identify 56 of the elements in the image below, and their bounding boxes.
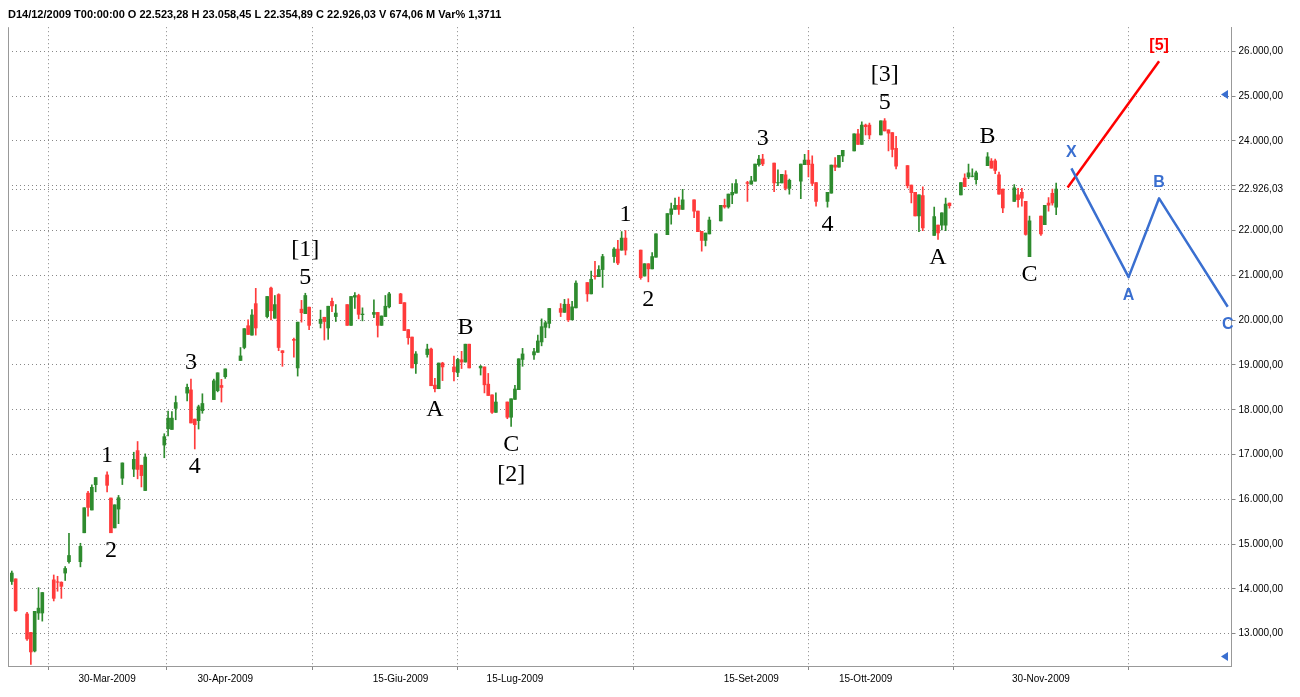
- y-tick-label: 22.000,00: [1238, 224, 1284, 236]
- annotation: 5: [299, 262, 312, 289]
- y-tick-label: 22.926,03: [1238, 182, 1284, 194]
- candlestick: [833, 157, 837, 171]
- annotation: A: [929, 242, 948, 269]
- y-tick-label: 19.000,00: [1238, 358, 1284, 370]
- annotation: 3: [756, 123, 769, 150]
- y-tick-label: 25.000,00: [1238, 89, 1284, 101]
- candlestick: [970, 168, 975, 178]
- x-tick-label: 30-Apr-2009: [197, 672, 254, 684]
- y-tick-label: 16.000,00: [1238, 493, 1284, 505]
- annotation: A: [1122, 285, 1135, 303]
- x-tick-label: 15-Giu-2009: [372, 672, 429, 684]
- candlestick: [1016, 188, 1020, 208]
- annotation: 3: [184, 348, 197, 375]
- y-tick-label: 18.000,00: [1238, 403, 1284, 415]
- annotation: 2: [642, 285, 655, 312]
- candlestick: [333, 304, 338, 322]
- annotation: X: [1066, 142, 1078, 160]
- annotation: B: [1153, 172, 1165, 190]
- y-tick-label: 20.000,00: [1238, 313, 1284, 325]
- y-tick-label: 24.000,00: [1238, 134, 1284, 146]
- annotation: [3]: [870, 59, 899, 86]
- x-tick-label: 30-Nov-2009: [1012, 672, 1071, 684]
- candlestick: [452, 355, 456, 382]
- annotation: 5: [878, 87, 891, 114]
- annotation: C: [1221, 315, 1234, 333]
- candlestick: [730, 183, 735, 205]
- x-tick-label: 15-Ott-2009: [838, 672, 893, 684]
- annotation: C: [1021, 259, 1038, 286]
- candlestick: [372, 299, 376, 318]
- annotation: B: [979, 121, 996, 148]
- annotation: C: [503, 429, 520, 456]
- annotation: 4: [821, 210, 834, 237]
- candlestick: [776, 169, 780, 187]
- annotation: 4: [188, 452, 201, 479]
- y-tick-label: 17.000,00: [1238, 448, 1284, 460]
- y-tick-label: 21.000,00: [1238, 269, 1284, 281]
- x-tick-label: 15-Lug-2009: [486, 672, 544, 684]
- y-tick-label: 14.000,00: [1238, 582, 1284, 594]
- annotation: B: [457, 313, 474, 340]
- annotation: [1]: [291, 234, 320, 261]
- candlestick: [67, 533, 71, 564]
- annotation: 1: [619, 199, 632, 226]
- annotation: A: [426, 395, 445, 422]
- annotation: 1: [101, 441, 114, 468]
- candlestick: [292, 337, 296, 358]
- x-tick-label: 15-Set-2009: [723, 672, 780, 684]
- chart-title: D14/12/2009 T00:00:00 O 22.523,28 H 23.058,45 L 22.354,89 C 22.926,03 V 674,06 M Var% 1,3711: [8, 7, 502, 20]
- x-tick-label: 30-Mar-2009: [78, 672, 137, 684]
- annotation: 2: [104, 536, 117, 563]
- annotation: [2]: [497, 459, 526, 486]
- y-tick-label: 13.000,00: [1238, 627, 1284, 639]
- y-tick-label: 26.000,00: [1238, 45, 1284, 57]
- y-tick-label: 15.000,00: [1238, 537, 1284, 549]
- annotation: [5]: [1149, 35, 1169, 53]
